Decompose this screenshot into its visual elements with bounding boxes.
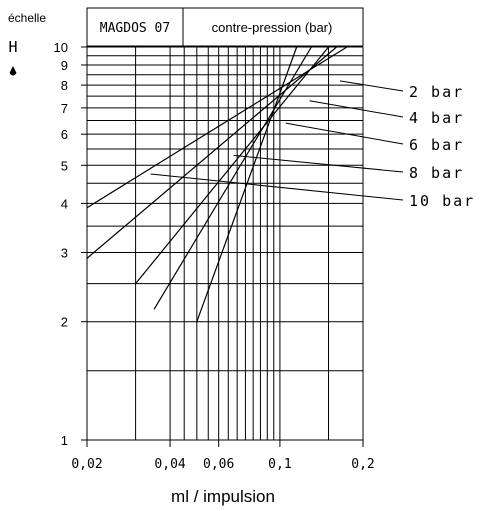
legend-label: 10 bar: [409, 192, 475, 210]
y-tick-label: 10: [54, 40, 68, 55]
legend-leader-lines: [150, 80, 404, 201]
grid-lines: [86, 46, 364, 441]
leader-line: [233, 154, 404, 173]
legend-label: 2 bar: [409, 83, 464, 101]
series-line-3: [135, 46, 329, 284]
x-tick-label: 0,04: [154, 457, 185, 472]
legend-title: contre-pression (bar): [212, 20, 333, 35]
series-line-4: [153, 46, 312, 310]
y-tick-label: 6: [61, 127, 68, 142]
legend-label: 8 bar: [409, 164, 464, 182]
leader-line: [309, 100, 404, 118]
model-label: MAGDOS 07: [100, 21, 170, 36]
droplet-icon: [9, 66, 17, 76]
y-tick-label: 1: [61, 433, 68, 448]
legend-labels: 2 bar 4 bar 6 bar 8 bar 10 bar: [409, 83, 475, 210]
scale-symbol: H: [8, 38, 17, 56]
y-tick-label: 9: [61, 58, 68, 73]
tick-marks: [81, 46, 364, 447]
series-line-1: [86, 46, 348, 209]
y-tick-labels: 1 2 3 4 5 6 7 8 9 10: [54, 40, 68, 448]
leader-line: [339, 80, 404, 92]
y-tick-label: 7: [61, 101, 68, 116]
y-tick-label: 4: [61, 196, 68, 211]
series-lines: [86, 46, 348, 322]
x-tick-label: 0,02: [71, 457, 102, 472]
y-tick-label: 2: [61, 315, 68, 330]
y-tick-label: 3: [61, 245, 68, 260]
x-axis-label: ml / impulsion: [171, 487, 275, 506]
legend-label: 4 bar: [409, 109, 464, 127]
leader-line: [150, 173, 404, 201]
leader-line: [285, 122, 404, 145]
y-tick-label: 8: [61, 78, 68, 93]
legend-title-box: [182, 7, 364, 47]
scale-label: échelle: [8, 11, 46, 25]
x-tick-label: 0,1: [268, 457, 291, 472]
series-line-2: [86, 46, 337, 259]
x-tick-label: 0,06: [203, 457, 234, 472]
y-tick-label: 5: [61, 158, 68, 173]
x-tick-labels: 0,02 0,04 0,06 0,1 0,2: [71, 457, 374, 472]
legend-label: 6 bar: [409, 136, 464, 154]
x-tick-label: 0,2: [351, 457, 374, 472]
